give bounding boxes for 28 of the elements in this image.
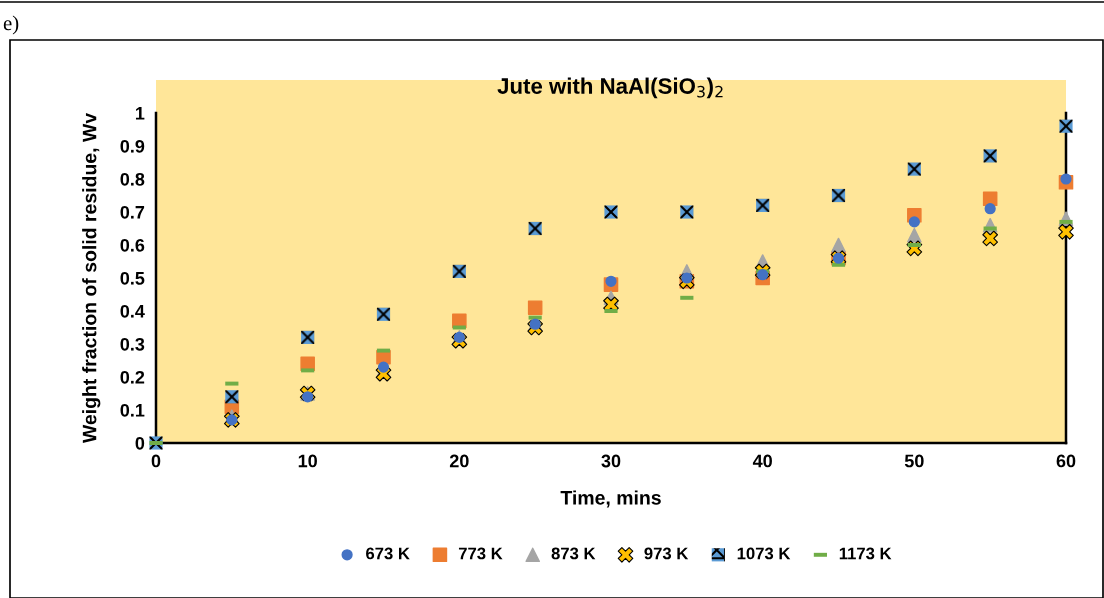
- y-tick-label: 0.7: [120, 205, 145, 219]
- x-tick-label: 50: [904, 454, 924, 468]
- y-tick-label: 0.5: [120, 271, 145, 285]
- y-tick-label: 0.3: [120, 337, 145, 351]
- x-tick-label: 20: [449, 454, 469, 468]
- chart-title: Jute with NaAl(SiO$_{3}$)$_{2}$: [497, 77, 723, 99]
- x-axis-title: Time, mins: [560, 490, 661, 508]
- y-tick-label: 1: [135, 107, 145, 120]
- y-tick-label: 0.8: [120, 172, 145, 186]
- legend-label: 773 K: [458, 547, 503, 560]
- x-tick-label: 40: [752, 454, 772, 468]
- x-tick-label: 60: [1056, 454, 1076, 468]
- y-axis-title: Weight fraction of solid residue, Wv: [82, 112, 101, 444]
- x-tick-label: 0: [151, 454, 161, 468]
- y-tick-label: 0.2: [120, 370, 145, 384]
- legend-label: 873 K: [551, 547, 596, 560]
- legend-label: 1073 K: [737, 547, 791, 560]
- y-tick-label: 0.4: [120, 304, 145, 318]
- x-tick-label: 10: [298, 454, 317, 468]
- x-tick-label: 30: [601, 454, 621, 468]
- y-tick-label: 0: [135, 436, 145, 450]
- text: e): [3, 15, 19, 35]
- legend-label: 673 K: [366, 547, 410, 560]
- y-tick-label: 0.1: [120, 403, 145, 417]
- y-tick-label: 0.9: [120, 139, 145, 153]
- y-tick-label: 0.6: [120, 238, 145, 252]
- legend-label: 973 K: [644, 547, 689, 560]
- legend-label: 1173 K: [839, 547, 892, 560]
